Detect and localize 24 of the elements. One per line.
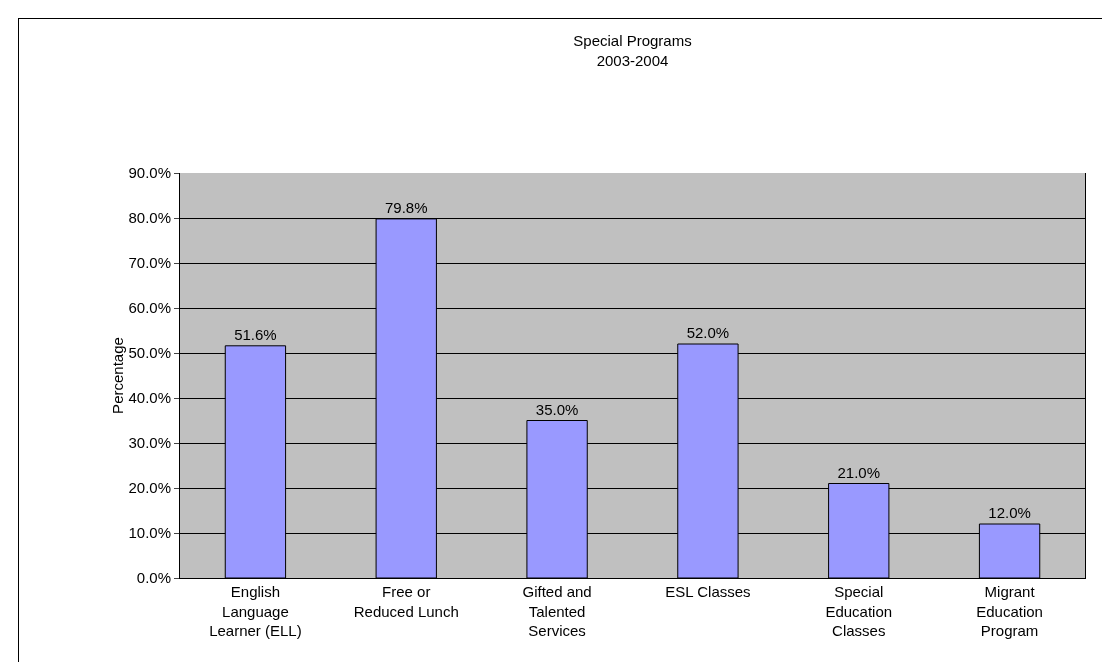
x-tick-label: Migrant Education Program <box>976 583 1043 639</box>
y-tick-label: 40.0% <box>128 389 171 407</box>
x-tick-label: Special Education Classes <box>825 583 893 639</box>
y-tick-label: 30.0% <box>128 434 171 452</box>
y-tick-label: 50.0% <box>128 344 171 362</box>
x-tick-label: ESL Classes <box>665 583 751 600</box>
y-tick-label: 20.0% <box>128 479 171 497</box>
x-tick-label: Free or Reduced Lunch <box>353 583 459 620</box>
data-label: 21.0% <box>837 463 881 481</box>
data-label: 52.0% <box>686 324 730 341</box>
data-label: 79.8% <box>384 198 428 216</box>
y-tick-label: 0.0% <box>136 569 171 587</box>
y-axis-title: Percentage <box>109 337 127 414</box>
y-tick-label: 10.0% <box>128 524 171 542</box>
y-tick-label: 90.0% <box>128 164 171 182</box>
y-tick-label: 60.0% <box>128 299 171 317</box>
data-label: 51.6% <box>234 325 277 343</box>
chart-title: Special Programs 2003-2004 <box>573 32 692 69</box>
x-tick-label: Gifted and Talented Services <box>522 583 592 639</box>
y-tick-label: 80.0% <box>128 209 171 227</box>
x-tick-label: English Language Learner (ELL) <box>209 583 302 639</box>
y-tick-label: 70.0% <box>128 254 171 272</box>
data-label: 12.0% <box>988 504 1031 521</box>
data-label: 35.0% <box>535 400 579 418</box>
